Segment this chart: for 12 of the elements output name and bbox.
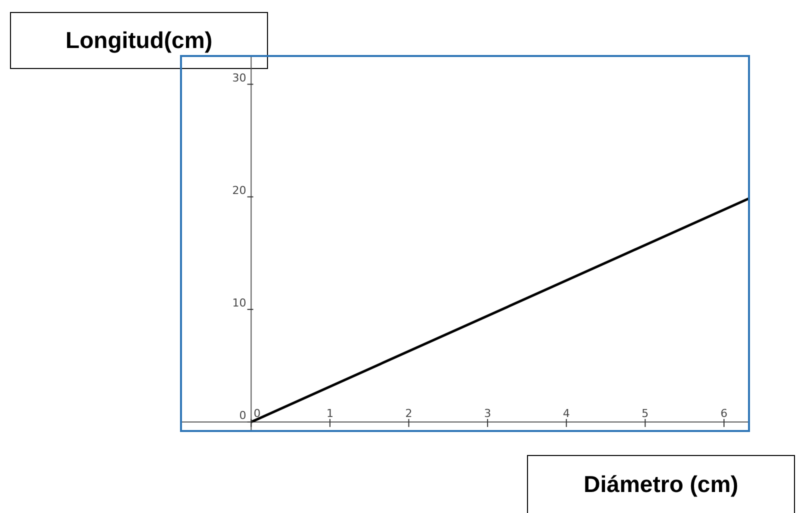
x-tick-label: 0 (254, 406, 261, 420)
y-tick-label: 30 (232, 71, 246, 84)
y-axis-title: Longitud(cm) (10, 12, 268, 69)
x-tick-label: 3 (484, 406, 492, 420)
x-tick-label: 4 (562, 406, 570, 420)
x-tick-label: 5 (642, 406, 649, 420)
x-tick-label: 1 (326, 406, 334, 420)
y-tick-label: 20 (232, 184, 246, 197)
x-tick-label: 2 (405, 406, 412, 420)
y-tick-label: 10 (232, 296, 246, 310)
x-tick-label: 6 (720, 406, 728, 420)
x-axis-title: Diámetro (cm) (527, 455, 795, 513)
